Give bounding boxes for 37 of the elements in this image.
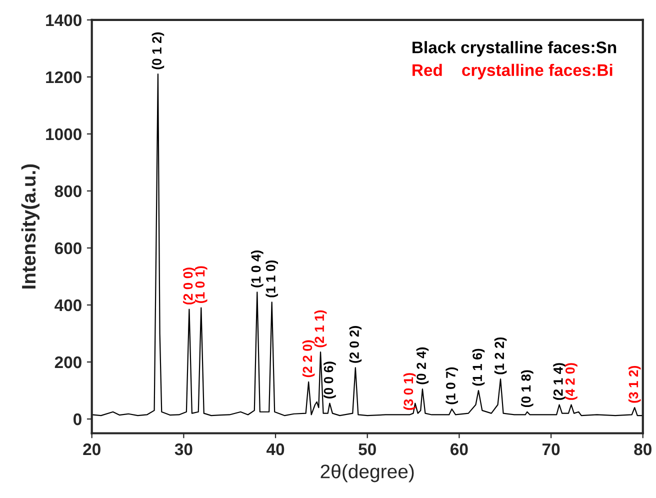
annotation: (0 0 6) bbox=[324, 362, 336, 399]
x-axis-title: 2θ(degree) bbox=[320, 464, 414, 482]
annotation: Black crystalline faces:Sn bbox=[412, 41, 616, 57]
annotation: (1 2 2) bbox=[494, 337, 507, 374]
x-tick-label: 60 bbox=[450, 443, 468, 456]
annotation: (2 1 1) bbox=[314, 310, 327, 348]
y-axis-title: Intensity(a.u.) bbox=[21, 164, 40, 288]
annotation: (1 1 0) bbox=[266, 260, 278, 298]
x-tick-label: 20 bbox=[83, 443, 100, 456]
annotation: (1 0 7) bbox=[446, 367, 458, 404]
annotation: (1 1 6) bbox=[472, 348, 485, 386]
annotation: (2 1 4) bbox=[553, 363, 566, 400]
annotation: (3 1 2) bbox=[628, 366, 641, 403]
annotation: (0 2 4) bbox=[416, 347, 429, 384]
x-tick-label: 70 bbox=[542, 443, 560, 456]
annotation: (0 1 2) bbox=[152, 32, 164, 70]
annotation: Red crystalline faces:Bi bbox=[412, 64, 612, 80]
annotation: (1 0 4) bbox=[251, 250, 264, 288]
y-tick-label: 800 bbox=[54, 185, 82, 198]
y-tick-label: 1000 bbox=[46, 128, 82, 140]
y-tick-label: 0 bbox=[74, 413, 82, 426]
annotation: (1 0 1) bbox=[194, 266, 208, 304]
y-tick-label: 400 bbox=[54, 299, 82, 312]
x-tick-label: 50 bbox=[358, 443, 376, 456]
annotation: (0 1 8) bbox=[521, 370, 534, 408]
y-tick-label: 1200 bbox=[46, 71, 82, 84]
x-tick-label: 40 bbox=[266, 443, 284, 456]
annotation: (2 0 0) bbox=[183, 268, 196, 304]
y-tick-label: 600 bbox=[54, 242, 82, 254]
x-tick-label: 30 bbox=[174, 443, 192, 456]
annotation: (2 2 0) bbox=[302, 340, 315, 378]
annotation: (2 0 2) bbox=[349, 326, 362, 363]
x-tick-label: 80 bbox=[634, 443, 652, 456]
y-tick-label: 200 bbox=[54, 356, 82, 368]
y-tick-label: 1400 bbox=[46, 14, 82, 26]
annotation: (3 0 1) bbox=[403, 373, 416, 410]
annotation: (4 2 0) bbox=[565, 363, 578, 400]
